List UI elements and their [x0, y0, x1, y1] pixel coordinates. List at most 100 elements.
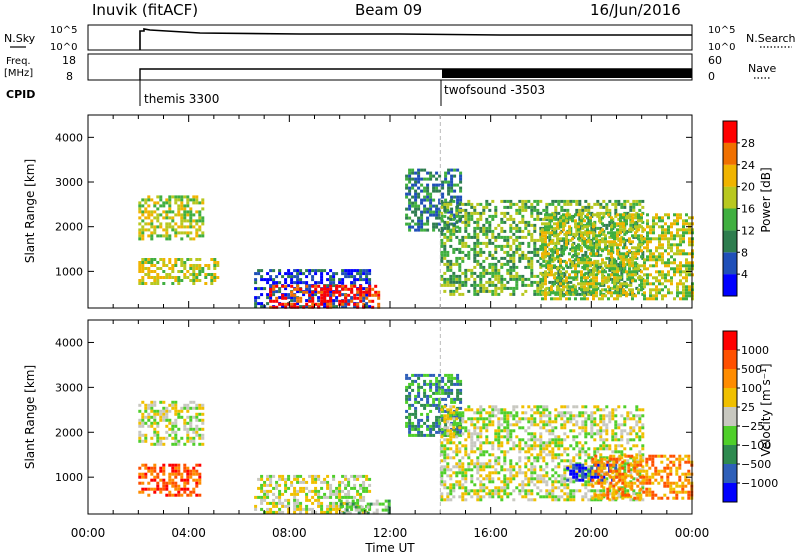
velocity-cell [183, 424, 187, 428]
power-cell [595, 246, 598, 250]
velocity-cell [548, 432, 552, 436]
velocity-cell [417, 388, 421, 392]
velocity-cell [314, 492, 318, 496]
power-cell [180, 201, 184, 205]
power-cell [515, 229, 519, 233]
velocity-cell [515, 486, 519, 490]
power-cell [485, 280, 489, 284]
power-cell [616, 246, 619, 250]
velocity-cell [440, 405, 444, 409]
power-cell [479, 202, 483, 206]
power-cell [590, 253, 594, 257]
power-cell [599, 226, 603, 230]
power-cell [452, 283, 456, 287]
velocity-cell [599, 414, 603, 418]
velocity-cell [335, 504, 339, 508]
power-cell [263, 287, 267, 291]
velocity-cell [183, 427, 187, 431]
power-cell [619, 267, 622, 271]
power-cell [613, 234, 616, 238]
velocity-cell [432, 373, 436, 377]
power-cell [420, 216, 424, 220]
power-cell [544, 216, 547, 220]
power-cell [153, 270, 157, 273]
power-cell [536, 280, 540, 284]
power-cell [476, 223, 480, 227]
power-cell [210, 282, 214, 285]
velocity-cell [459, 391, 463, 395]
velocity-cell [359, 483, 363, 487]
power-cell [521, 280, 525, 284]
power-cell [144, 210, 148, 214]
power-cell [414, 177, 418, 181]
power-cell [189, 231, 193, 235]
power-cell [569, 217, 573, 221]
power-cell [565, 261, 568, 265]
power-cell [587, 217, 591, 221]
velocity-cell [435, 391, 439, 395]
power-cell [583, 258, 586, 262]
power-cell [571, 276, 574, 280]
power-cell [533, 244, 537, 248]
velocity-cell [476, 495, 480, 499]
power-cell [554, 217, 558, 221]
power-cell [556, 249, 559, 253]
power-cell [458, 247, 462, 251]
velocity-cell [381, 508, 385, 512]
velocity-cell [150, 409, 154, 413]
power-cell [575, 277, 579, 281]
velocity-cell [509, 435, 513, 439]
power-cell [476, 211, 480, 215]
velocity-cell [446, 417, 450, 421]
power-cell [629, 229, 633, 233]
velocity-cell [168, 472, 172, 476]
power-cell [622, 237, 625, 241]
power-cell [661, 294, 664, 298]
power-cell [183, 267, 187, 270]
velocity-cell [473, 489, 477, 493]
power-cell [479, 241, 483, 245]
power-cell [530, 202, 534, 206]
velocity-cell [605, 426, 609, 430]
velocity-cell [476, 438, 480, 442]
power-cell [550, 249, 553, 253]
power-cell [405, 222, 409, 226]
power-cell [503, 214, 507, 218]
velocity-cell [453, 397, 457, 401]
velocity-cell [458, 450, 462, 454]
velocity-cell [533, 411, 537, 415]
velocity-cell [584, 426, 588, 430]
power-cell [611, 220, 615, 224]
power-cell [545, 202, 549, 206]
power-cell [610, 234, 613, 238]
power-cell [574, 288, 577, 292]
power-cell [453, 174, 457, 178]
power-cell [634, 279, 637, 283]
velocity-cell [417, 373, 421, 377]
power-cell [595, 252, 598, 256]
power-cell [512, 241, 516, 245]
velocity-cell [473, 462, 477, 466]
velocity-cell [257, 495, 261, 499]
power-cell [610, 291, 613, 295]
power-cell [323, 287, 327, 291]
velocity-cell [524, 474, 528, 478]
power-cell [476, 241, 480, 245]
power-cell [500, 226, 504, 230]
velocity-cell [545, 462, 549, 466]
velocity-cell [453, 382, 457, 386]
power-cell [198, 219, 202, 223]
power-cell [679, 273, 682, 277]
velocity-cell [452, 465, 456, 469]
velocity-cell [159, 412, 163, 416]
velocity-cell [479, 468, 483, 472]
power-cell [168, 267, 172, 270]
power-cell [655, 285, 658, 289]
power-cell [476, 283, 480, 287]
power-cell [554, 277, 558, 281]
velocity-cell [341, 489, 345, 493]
power-cell [180, 219, 184, 223]
power-cell [353, 281, 357, 285]
velocity-cell [156, 430, 160, 434]
power-cell [414, 183, 418, 187]
